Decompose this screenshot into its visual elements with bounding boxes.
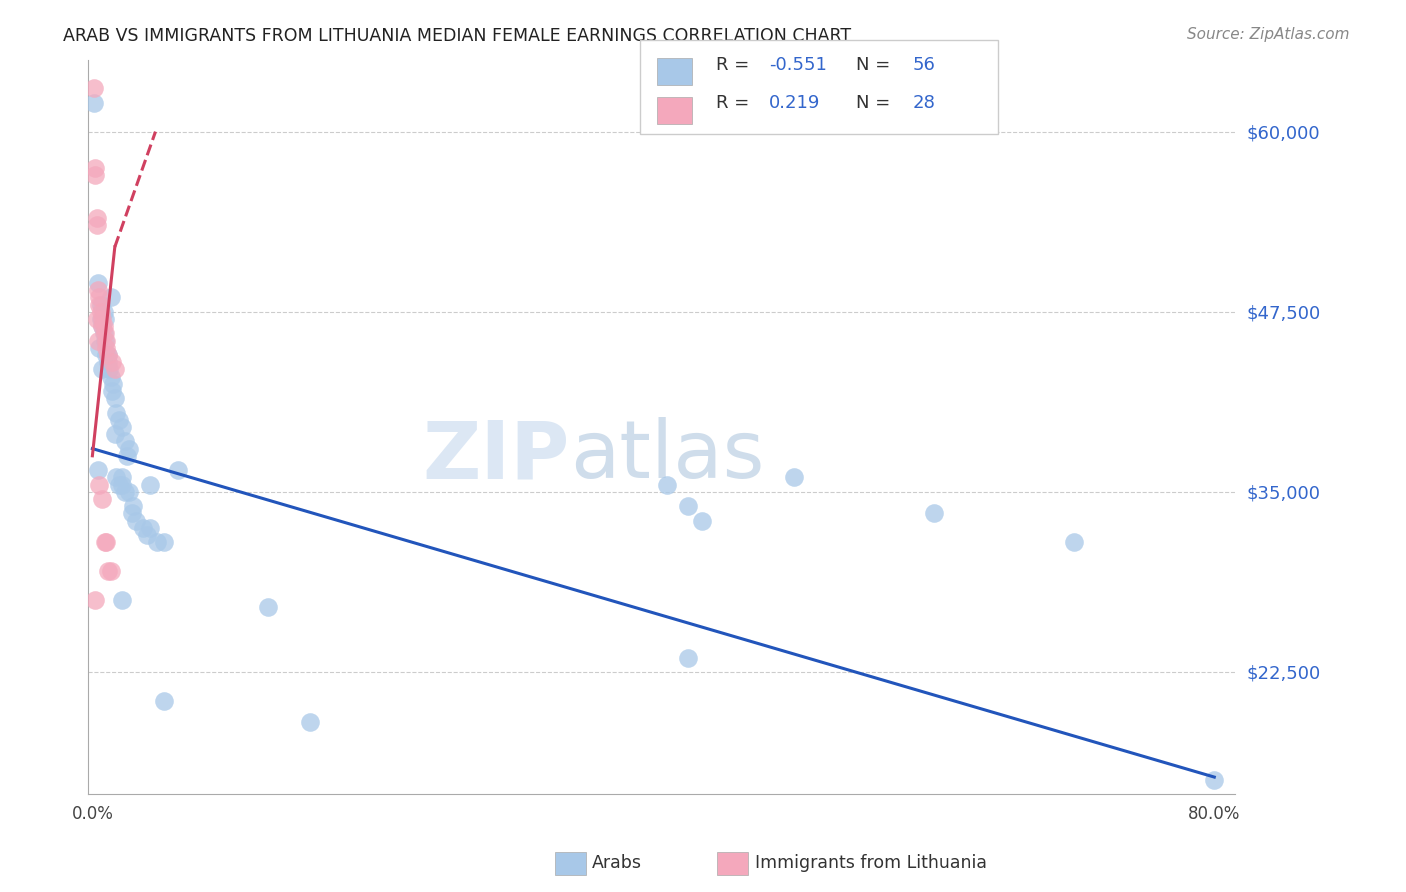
Point [657, 477, 679, 491]
Point [91, 312, 114, 326]
Text: N =: N = [856, 95, 896, 112]
Point [692, 514, 714, 528]
Point [96, 348, 118, 362]
Point [83, 95, 105, 110]
Point [100, 564, 122, 578]
Point [87, 276, 110, 290]
Point [87, 463, 110, 477]
Text: Immigrants from Lithuania: Immigrants from Lithuania [755, 854, 987, 871]
Point [100, 290, 122, 304]
Point [111, 477, 134, 491]
Point [97, 355, 120, 369]
Point [97, 348, 120, 362]
Text: ZIP: ZIP [423, 417, 569, 495]
Text: 0.219: 0.219 [769, 95, 821, 112]
Point [93, 319, 115, 334]
Point [122, 500, 145, 514]
Text: atlas: atlas [569, 417, 765, 495]
Point [91, 319, 114, 334]
Point [96, 535, 118, 549]
Point [132, 521, 155, 535]
Text: Source: ZipAtlas.com: Source: ZipAtlas.com [1187, 27, 1350, 42]
Text: -0.551: -0.551 [769, 56, 827, 74]
Text: Arabs: Arabs [592, 854, 643, 871]
Point [101, 384, 124, 398]
Point [103, 376, 125, 391]
Point [97, 348, 120, 362]
Text: R =: R = [716, 95, 755, 112]
Point [87, 283, 110, 297]
Point [139, 521, 162, 535]
Point [121, 507, 143, 521]
Point [104, 427, 127, 442]
Point [84, 161, 107, 175]
Point [136, 528, 159, 542]
Point [146, 535, 169, 549]
Point [84, 168, 107, 182]
Point [100, 369, 122, 384]
Point [114, 434, 136, 449]
Point [111, 420, 134, 434]
Point [90, 297, 112, 311]
Text: R =: R = [716, 56, 755, 74]
Point [89, 290, 111, 304]
Point [93, 326, 115, 341]
Point [86, 312, 108, 326]
Point [97, 564, 120, 578]
Point [83, 81, 105, 95]
Point [108, 477, 131, 491]
Point [256, 600, 278, 615]
Point [1204, 772, 1226, 787]
Point [125, 514, 148, 528]
Point [91, 362, 114, 376]
Point [91, 319, 114, 334]
Point [678, 650, 700, 665]
Point [782, 470, 804, 484]
Point [89, 297, 111, 311]
Point [94, 535, 117, 549]
Point [94, 312, 117, 326]
Point [118, 442, 141, 456]
Point [111, 470, 134, 484]
Text: 56: 56 [912, 56, 935, 74]
Point [922, 507, 945, 521]
Point [94, 334, 117, 348]
Point [104, 362, 127, 376]
Point [93, 304, 115, 318]
Point [96, 341, 118, 355]
Point [118, 484, 141, 499]
Point [98, 362, 121, 376]
Point [96, 334, 118, 348]
Point [108, 413, 131, 427]
Point [104, 391, 127, 405]
Point [86, 219, 108, 233]
Point [101, 355, 124, 369]
Point [105, 470, 128, 484]
Point [94, 326, 117, 341]
Point [1063, 535, 1085, 549]
Point [89, 341, 111, 355]
Point [111, 593, 134, 607]
Point [84, 593, 107, 607]
Point [153, 694, 176, 708]
Text: ARAB VS IMMIGRANTS FROM LITHUANIA MEDIAN FEMALE EARNINGS CORRELATION CHART: ARAB VS IMMIGRANTS FROM LITHUANIA MEDIAN… [63, 27, 852, 45]
Point [139, 477, 162, 491]
Text: 28: 28 [912, 95, 935, 112]
Point [90, 304, 112, 318]
Point [117, 449, 139, 463]
Point [105, 406, 128, 420]
Point [86, 211, 108, 225]
Point [153, 535, 176, 549]
Point [678, 500, 700, 514]
Point [87, 334, 110, 348]
Point [298, 715, 321, 730]
Text: N =: N = [856, 56, 896, 74]
Point [114, 484, 136, 499]
Point [89, 477, 111, 491]
Point [91, 491, 114, 506]
Point [90, 312, 112, 326]
Point [167, 463, 190, 477]
